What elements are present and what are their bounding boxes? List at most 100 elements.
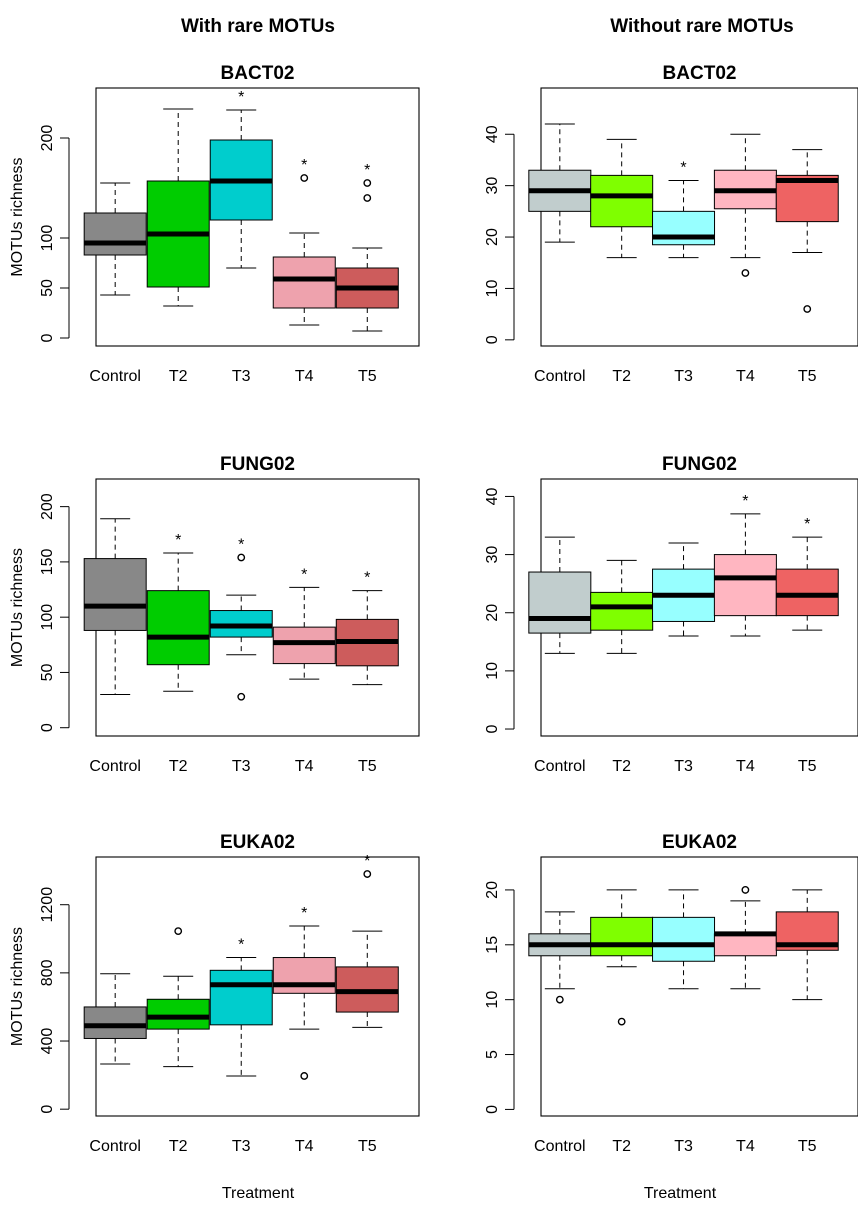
x-tick-label-t4: T4 [736, 758, 755, 775]
x-axis-label-left: Treatment [222, 1185, 295, 1202]
iqr-box [775, 174, 839, 223]
box-control [83, 182, 147, 296]
x-tick-label-t2: T2 [169, 1138, 188, 1155]
iqr-box [272, 256, 336, 309]
x-tick-label-t5: T5 [358, 1138, 377, 1155]
x-tick-label-t3: T3 [232, 758, 251, 775]
box-control [528, 911, 592, 1004]
outlier-point [363, 194, 372, 202]
y-tick-label: 200 [39, 493, 56, 520]
x-tick-label-t2: T2 [612, 1138, 631, 1155]
x-tick-label-t5: T5 [798, 1138, 817, 1155]
iqr-box [209, 969, 273, 1026]
panel-title: EUKA02 [220, 832, 295, 853]
y-tick-label: 20 [484, 604, 501, 622]
x-tick-label-t4: T4 [736, 1138, 755, 1155]
panel-fung02-without-rare: FUNG02 0 10 20 30 40 Control T2 T3 T4 T5 * * [484, 454, 858, 775]
y-tick-label: 10 [484, 991, 501, 1009]
outlier-point [363, 179, 372, 187]
y-tick-label: 40 [484, 125, 501, 143]
box-t3: * [209, 937, 273, 1077]
y-tick-label: 400 [39, 1028, 56, 1055]
significance-marker: * [238, 937, 244, 954]
box-t2 [146, 108, 210, 307]
y-tick-label: 100 [39, 604, 56, 631]
x-tick-label-control: Control [89, 1138, 141, 1155]
x-tick-label-t5: T5 [358, 758, 377, 775]
box-t5: * [775, 516, 839, 631]
outlier-point [741, 269, 750, 277]
y-axis-label: MOTUs richness [9, 927, 26, 1046]
y-tick-label: 50 [39, 279, 56, 297]
iqr-box [146, 590, 210, 666]
y-tick-label: 0 [484, 724, 501, 733]
iqr-box [775, 568, 839, 617]
panel-title: BACT02 [221, 63, 295, 84]
box-t5 [775, 889, 839, 1001]
box-t2: * [146, 532, 210, 692]
iqr-box [590, 916, 654, 957]
x-tick-label-t3: T3 [674, 1138, 693, 1155]
iqr-box [528, 571, 592, 634]
column-title-without-rare: Without rare MOTUs [610, 16, 794, 37]
x-tick-label-t4: T4 [295, 758, 314, 775]
outlier-point [555, 995, 564, 1004]
outlier-point [803, 305, 812, 313]
panel-title: EUKA02 [662, 832, 737, 853]
panel-euka02-without-rare: EUKA02 0 5 10 15 20 Control T2 T3 T4 T5 [484, 832, 858, 1155]
x-tick-label-t3: T3 [232, 368, 251, 385]
y-tick-label: 0 [39, 723, 56, 732]
y-tick-label: 100 [39, 225, 56, 252]
iqr-box [83, 1006, 147, 1039]
box-control [83, 973, 147, 1065]
box-t2 [146, 927, 210, 1068]
x-tick-label-t2: T2 [612, 368, 631, 385]
panel-title: FUNG02 [662, 454, 737, 475]
x-tick-label-control: Control [89, 368, 141, 385]
outlier-point [363, 870, 372, 878]
iqr-box [146, 998, 210, 1030]
iqr-box [590, 174, 654, 228]
significance-marker: * [804, 516, 810, 533]
iqr-box [272, 626, 336, 665]
panel-bact02-with-rare: BACT02 0 50 100 200 MOTUs richness Control T2 T3… [9, 63, 420, 385]
y-tick-label: 20 [484, 228, 501, 246]
outlier-point [237, 553, 246, 562]
x-tick-label-control: Control [534, 758, 586, 775]
outlier-point [741, 886, 750, 894]
iqr-box [713, 554, 777, 617]
box-t4: * [713, 493, 777, 637]
box-t3: * [652, 160, 716, 259]
y-tick-label: 30 [484, 546, 501, 564]
significance-marker: * [301, 905, 307, 922]
y-tick-label: 0 [39, 333, 56, 342]
x-tick-label-t5: T5 [358, 368, 377, 385]
significance-marker: * [175, 532, 181, 549]
significance-marker: * [680, 160, 686, 177]
x-tick-label-control: Control [89, 758, 141, 775]
box-t4: * [272, 905, 336, 1080]
box-t4 [713, 133, 777, 277]
y-tick-label: 0 [484, 1105, 501, 1114]
box-t5: * [335, 853, 399, 1028]
significance-marker: * [364, 570, 370, 587]
x-tick-label-t3: T3 [232, 1138, 251, 1155]
box-t4: * [272, 157, 336, 326]
box-t5: * [335, 570, 399, 686]
x-tick-label-t4: T4 [295, 1138, 314, 1155]
panel-fung02-with-rare: FUNG02 0 50 100 150 200 MOTUs richness Control T… [9, 454, 420, 775]
significance-marker: * [301, 157, 307, 174]
y-tick-label: 10 [484, 662, 501, 680]
y-tick-label: 200 [39, 125, 56, 152]
x-tick-label-t2: T2 [612, 758, 631, 775]
outlier-point [237, 692, 246, 701]
x-tick-label-t2: T2 [169, 758, 188, 775]
x-axis-label-right: Treatment [644, 1185, 717, 1202]
significance-marker: * [364, 162, 370, 179]
significance-marker: * [238, 536, 244, 553]
box-t4 [713, 886, 777, 990]
box-t2 [590, 138, 654, 259]
y-tick-label: 30 [484, 177, 501, 195]
